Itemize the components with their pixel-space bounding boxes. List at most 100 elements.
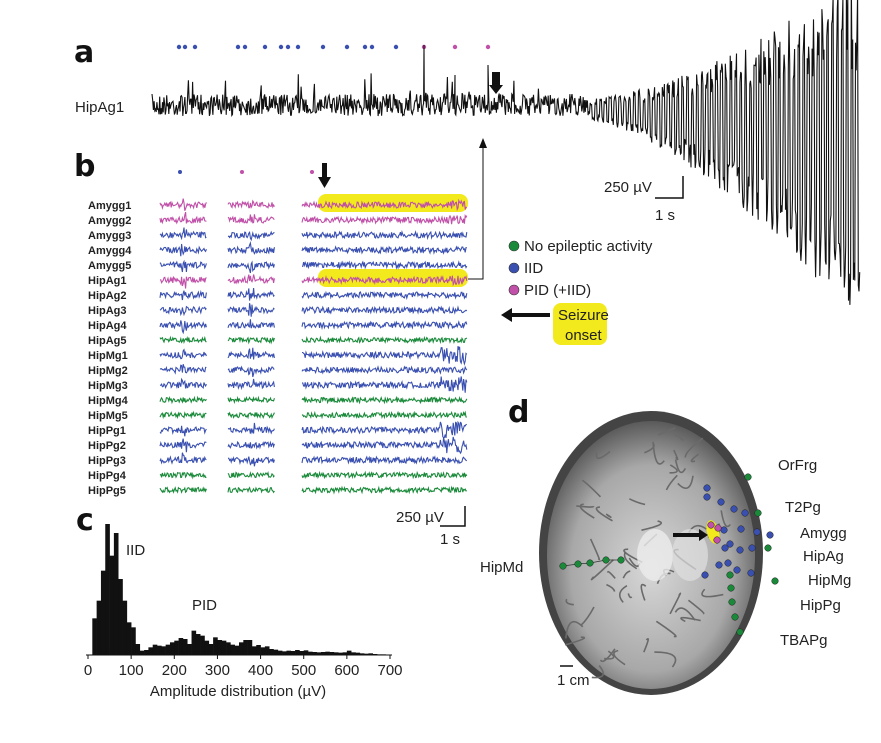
trace-hipmg1 xyxy=(302,345,468,366)
histogram-bar xyxy=(165,644,171,655)
gyrus xyxy=(591,665,605,679)
trace-hipag4 xyxy=(159,320,207,335)
onset-arrow-head xyxy=(699,529,708,541)
trace-hipmg1 xyxy=(227,347,275,360)
trace-hipag5 xyxy=(301,335,468,345)
histogram-bar xyxy=(290,651,296,655)
gyrus xyxy=(652,441,665,465)
trace-hipag2 xyxy=(159,289,207,301)
trace-amygg1 xyxy=(301,198,467,212)
gyrus xyxy=(641,520,662,531)
histogram-bar xyxy=(135,644,141,655)
gyrus xyxy=(684,437,704,458)
gyrus xyxy=(674,459,687,474)
histogram-bar xyxy=(273,649,279,655)
electrode-contact-iid xyxy=(766,531,774,539)
histogram-bar xyxy=(308,651,313,655)
legend-label: No epileptic activity xyxy=(524,238,653,255)
connector-arrow-head xyxy=(479,138,487,148)
channel-label: HipMg5 xyxy=(88,410,128,422)
panel-b-label: b xyxy=(74,149,95,184)
histogram-bar xyxy=(338,652,343,655)
channel-label: HipPg4 xyxy=(88,470,127,482)
histogram-bar xyxy=(144,650,149,655)
trace-hippg1 xyxy=(301,420,467,439)
histogram-bar xyxy=(269,649,274,655)
gyrus xyxy=(595,450,611,460)
gyrus xyxy=(669,464,678,474)
histogram-bar xyxy=(234,645,240,655)
pid-marker xyxy=(240,170,244,174)
electrode-contact-none xyxy=(731,613,739,621)
seizure-arrow-head xyxy=(501,308,512,322)
histogram-bar xyxy=(109,555,115,655)
channel-label: HipAg4 xyxy=(88,320,127,332)
electrode-contact-iid xyxy=(726,540,734,548)
histogram-bar xyxy=(282,651,287,655)
histogram-bar xyxy=(325,651,330,655)
channel-label: Amygg4 xyxy=(88,245,132,257)
histogram-bar xyxy=(299,651,305,655)
trace-hipmg2 xyxy=(301,365,468,375)
electrode-label-hipmd: HipMd xyxy=(480,559,523,576)
trace-hipmg4 xyxy=(227,395,275,404)
gyrus xyxy=(628,498,646,506)
trace-amygg2 xyxy=(159,211,207,225)
electrode-contact-iid xyxy=(733,566,741,574)
trace-hippg5 xyxy=(159,486,207,494)
legend-label: IID xyxy=(524,260,543,277)
event-dot-iid xyxy=(235,44,241,50)
panel-b-amp-scale: 250 µV xyxy=(396,509,444,526)
histogram-bar xyxy=(221,640,227,655)
electrode-label-t2pg: T2Pg xyxy=(785,499,821,516)
trace-hippg4 xyxy=(301,470,468,480)
gyrus xyxy=(690,453,699,463)
legend-dot-pid xyxy=(508,284,520,296)
gyrus xyxy=(677,475,694,490)
electrode-contact-iid xyxy=(703,493,711,501)
trace-amygg3 xyxy=(301,230,468,241)
panel-a-amp-scale: 250 µV xyxy=(604,179,652,196)
trace-hippg4 xyxy=(227,470,275,479)
electrode-contact-none xyxy=(728,598,736,606)
channel-label: HipMg1 xyxy=(88,350,128,362)
event-dot-pid xyxy=(452,44,458,50)
trace-hipag3 xyxy=(159,305,207,317)
event-dots xyxy=(176,44,491,50)
histogram-bar xyxy=(264,646,270,655)
event-dot-iid xyxy=(344,44,350,50)
electrode-contact-none xyxy=(586,559,594,567)
gyrus xyxy=(657,427,676,436)
electrode-contact-none xyxy=(559,562,567,570)
event-dot-iid xyxy=(369,44,375,50)
pid-marker xyxy=(310,170,314,174)
trace-amygg4 xyxy=(301,245,467,255)
iid-marker xyxy=(178,170,182,174)
histogram-bar xyxy=(260,647,266,655)
electrode-contact-none xyxy=(736,628,744,636)
gyrus xyxy=(674,607,696,621)
electrode-contact-none xyxy=(574,560,582,568)
histogram-bar xyxy=(316,652,322,655)
electrode-label-hipmg: HipMg xyxy=(808,572,851,589)
channel-label: HipPg1 xyxy=(88,425,126,437)
electrode-contact-none xyxy=(771,577,779,585)
trace-hipmg3 xyxy=(159,377,207,389)
trace-hipag5 xyxy=(159,335,207,345)
channel-label: Amygg3 xyxy=(88,230,131,242)
gyrus xyxy=(595,506,613,522)
gyrus xyxy=(655,620,677,638)
seizure-onset-label-line2: onset xyxy=(565,327,603,344)
gyrus xyxy=(669,592,682,615)
trace-hippg3 xyxy=(227,455,275,467)
electrode-contact-iid xyxy=(715,561,723,569)
onset-arrow-head xyxy=(318,177,331,188)
histogram-bar xyxy=(191,630,197,655)
electrode-contact-iid xyxy=(721,544,729,552)
histogram-bar xyxy=(118,579,123,655)
trace-hipmg2 xyxy=(159,364,207,375)
gyrus xyxy=(576,505,595,508)
gyrus xyxy=(604,650,615,660)
event-dot-iid xyxy=(320,44,326,50)
channel-label: HipPg5 xyxy=(88,485,126,497)
